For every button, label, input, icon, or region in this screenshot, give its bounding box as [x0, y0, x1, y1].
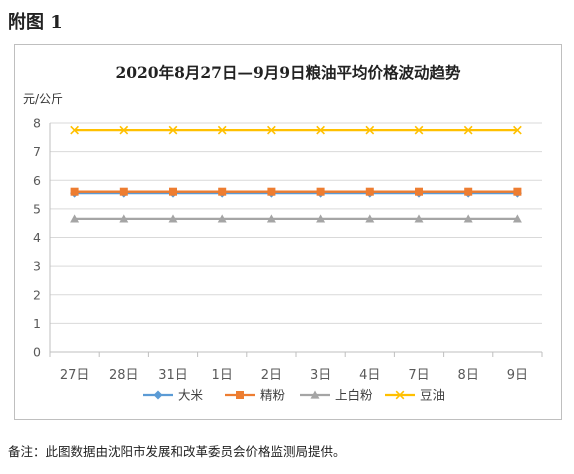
x-tick-label: 31日	[158, 368, 188, 383]
data-point	[266, 214, 276, 223]
data-point	[267, 187, 276, 196]
x-tick-label: 1日	[212, 368, 233, 383]
marker-stroke	[70, 125, 79, 135]
data-point	[513, 125, 522, 135]
footnote: 备注：此图数据由沈阳市发展和改革委员会价格监测局提供。	[8, 444, 346, 459]
data-point	[267, 125, 276, 135]
marker-stroke	[267, 125, 276, 135]
data-point	[217, 125, 227, 135]
data-point	[119, 187, 128, 196]
x-tick-label: 4日	[359, 368, 380, 383]
marker-stroke	[316, 125, 325, 135]
y-tick-label: 4	[33, 230, 41, 245]
marker-stroke	[463, 125, 473, 135]
data-point	[168, 214, 178, 223]
data-point	[365, 214, 375, 223]
figure-label: 附图 1	[8, 12, 63, 33]
legend-marker	[395, 390, 405, 400]
x-tick-label: 28日	[109, 368, 139, 383]
data-point	[169, 187, 177, 196]
y-tick-label: 5	[33, 201, 41, 216]
data-point	[217, 214, 227, 223]
y-tick-label: 7	[33, 144, 41, 159]
marker-stroke	[217, 125, 227, 135]
data-point	[414, 214, 424, 223]
data-point	[316, 187, 325, 196]
chart-title: 2020年8月27日—9月9日粮油平均价格波动趋势	[115, 63, 461, 82]
data-point	[168, 125, 178, 135]
data-point	[512, 214, 522, 223]
legend-label: 精粉	[260, 388, 286, 403]
data-point	[316, 214, 326, 223]
x-tick-label: 3日	[310, 368, 331, 383]
data-point	[513, 187, 522, 196]
marker-stroke	[365, 125, 375, 135]
data-point	[365, 125, 375, 135]
data-point	[414, 125, 424, 135]
legend-marker	[236, 391, 244, 399]
marker-stroke	[414, 125, 424, 135]
y-tick-label: 1	[33, 316, 41, 331]
chart-frame: 2020年8月27日—9月9日粮油平均价格波动趋势 元/公斤 0 1 2 3 4 5 6 7 8…	[14, 44, 562, 420]
data-point	[119, 125, 129, 135]
data-point	[70, 214, 80, 223]
data-point	[463, 125, 473, 135]
marker-stroke	[119, 125, 129, 135]
marker-stroke	[395, 390, 405, 400]
x-tick-label: 7日	[408, 368, 429, 383]
data-point	[70, 125, 79, 135]
marker-stroke	[513, 125, 522, 135]
x-tick-label: 27日	[60, 368, 90, 383]
data-point	[218, 187, 227, 196]
y-axis-label: 元/公斤	[23, 92, 63, 106]
y-tick-label: 6	[33, 173, 41, 188]
legend-label: 豆油	[420, 388, 445, 403]
y-tick-label: 0	[33, 345, 41, 360]
legend-label: 上白粉	[335, 388, 373, 403]
y-tick-label: 8	[33, 116, 41, 131]
data-point	[463, 214, 473, 223]
data-point	[119, 214, 129, 223]
x-tick-label: 9日	[507, 368, 528, 383]
x-tick-label: 8日	[458, 368, 479, 383]
x-tick-label: 2日	[261, 368, 282, 383]
marker-stroke	[168, 125, 178, 135]
legend-marker	[153, 390, 163, 400]
y-tick-label: 2	[33, 287, 41, 302]
legend-label: 大米	[178, 388, 204, 403]
legend-marker	[310, 390, 320, 399]
data-point	[316, 125, 325, 135]
data-point	[70, 187, 79, 196]
y-tick-label: 3	[33, 259, 41, 274]
data-point	[464, 187, 473, 196]
data-point	[415, 187, 423, 196]
line-chart: 2020年8月27日—9月9日粮油平均价格波动趋势 元/公斤 0 1 2 3 4 5 6 7 8…	[23, 63, 543, 403]
data-point	[365, 187, 374, 196]
